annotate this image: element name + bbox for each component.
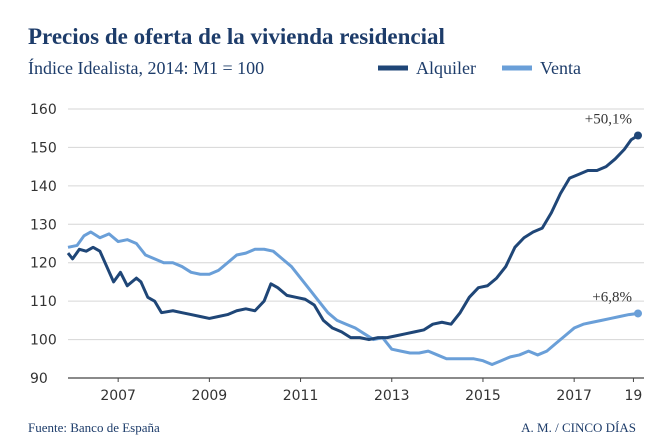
legend-label: Alquiler	[416, 58, 476, 78]
line	[66, 134, 639, 342]
end-point	[634, 131, 642, 140]
chart-subtitle: Índice Idealista, 2014: M1 = 100	[28, 57, 264, 78]
legend: Alquiler Venta	[378, 58, 581, 78]
line	[67, 230, 639, 367]
x-tick-label: 2013	[374, 388, 410, 404]
x-tick-label: 2017	[556, 388, 592, 404]
y-tick-label: 100	[30, 333, 57, 349]
x-tick-label: 2007	[100, 388, 136, 404]
x-tick-label: 2009	[192, 388, 228, 404]
y-tick-label: 90	[30, 371, 48, 387]
y-tick-label: 150	[30, 140, 57, 156]
y-tick-label: 140	[30, 179, 57, 195]
annotation: +6,8%	[592, 289, 632, 305]
annotation: +50,1%	[585, 112, 632, 128]
legend-label: Venta	[540, 58, 581, 78]
source: Fuente: Banco de España	[28, 420, 160, 435]
x-tick-label: 2015	[465, 388, 501, 404]
y-tick-label: 130	[30, 217, 57, 233]
x-tick-label: 2011	[283, 388, 319, 404]
y-tick-label: 160	[30, 102, 57, 118]
credit: A. M. / CINCO DÍAS	[521, 420, 636, 435]
chart-title: Precios de oferta de la vivienda residen…	[28, 24, 445, 49]
y-tick-label: 110	[30, 294, 57, 310]
y-tick-label: 120	[30, 256, 57, 272]
x-tick-label: 19	[625, 388, 643, 404]
end-point	[634, 309, 642, 318]
